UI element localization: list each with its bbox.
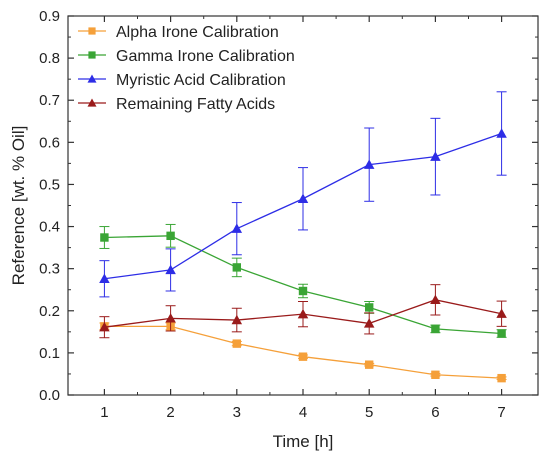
alpha-irone-line (104, 325, 502, 379)
legend-marker (87, 74, 97, 83)
legend: Alpha Irone Calibration Gamma Irone Calib… (78, 24, 295, 113)
y-tick-label: 0.4 (39, 219, 60, 236)
y-axis-title: Reference [wt. % Oil] (9, 126, 28, 286)
legend-label: Myristic Acid Calibration (116, 72, 286, 89)
y-tick-label: 0.9 (39, 8, 60, 25)
legend-item-gamma-irone: Gamma Irone Calibration (78, 48, 295, 65)
alpha-irone-point (431, 370, 440, 379)
gamma-irone-point (232, 263, 242, 272)
legend-label: Gamma Irone Calibration (116, 48, 295, 65)
x-tick-label: 1 (100, 404, 108, 421)
myristic-acid-point (99, 273, 110, 283)
y-tick-label: 0.5 (39, 176, 60, 193)
remaining-fatty-acids-point (297, 308, 309, 319)
series-gamma-irone (99, 223, 507, 338)
legend-item-myristic-acid: Myristic Acid Calibration (78, 72, 286, 89)
gamma-irone-point (497, 329, 506, 338)
myristic-acid-point (231, 223, 243, 233)
alpha-irone-point (497, 373, 506, 383)
series-remaining-fatty-acids (99, 284, 507, 339)
legend-marker (88, 51, 96, 59)
series-layer (99, 91, 507, 383)
gamma-irone-point (100, 233, 109, 242)
x-tick-label: 7 (497, 404, 505, 421)
y-tick-label: 0.3 (39, 261, 60, 278)
legend-item-alpha-irone: Alpha Irone Calibration (78, 24, 279, 41)
myristic-acid-point (430, 151, 441, 161)
y-tick-label: 0.0 (39, 387, 60, 404)
myristic-acid-point (165, 264, 176, 275)
y-tick-label: 0.2 (39, 303, 60, 320)
x-axis-title: Time [h] (273, 432, 334, 451)
legend-marker (88, 27, 96, 35)
gamma-irone-point (166, 231, 175, 241)
gamma-irone-point (364, 303, 374, 312)
myristic-acid-point (297, 193, 309, 203)
myristic-acid-point (363, 159, 375, 169)
plot-area: 0.0 0.1 0.2 0.3 0.4 0.5 0.6 0.7 0.8 0.9 1 2 3 4 5 6 7 (39, 8, 539, 421)
x-tick-label: 6 (431, 404, 439, 421)
x-tick-label: 2 (166, 404, 174, 421)
legend-label: Remaining Fatty Acids (116, 96, 275, 113)
x-tick-label: 3 (233, 404, 241, 421)
remaining-fatty-acids-point (363, 318, 375, 328)
gamma-irone-point (431, 324, 440, 334)
myristic-acid-point (496, 128, 507, 138)
x-tick-label: 5 (365, 404, 373, 421)
legend-marker (87, 98, 97, 107)
remaining-fatty-acids-point (99, 321, 110, 332)
y-tick-label: 0.8 (39, 50, 60, 67)
y-tick-label: 0.6 (39, 134, 60, 151)
legend-item-remaining-fatty-acids: Remaining Fatty Acids (78, 96, 275, 113)
y-tick-label: 0.1 (39, 345, 60, 362)
y-tick-label: 0.7 (39, 92, 60, 109)
alpha-irone-point (364, 360, 374, 369)
remaining-fatty-acids-point (231, 314, 243, 325)
remaining-fatty-acids-point (430, 294, 441, 305)
legend-label: Alpha Irone Calibration (116, 24, 279, 41)
gamma-irone-point (298, 286, 308, 296)
series-alpha-irone (99, 322, 507, 383)
alpha-irone-point (232, 339, 242, 348)
alpha-irone-point (298, 352, 308, 361)
x-tick-label: 4 (299, 404, 307, 421)
series-myristic-acid (99, 91, 507, 298)
remaining-fatty-acids-point (496, 308, 507, 318)
remaining-fatty-acids-point (165, 313, 176, 323)
